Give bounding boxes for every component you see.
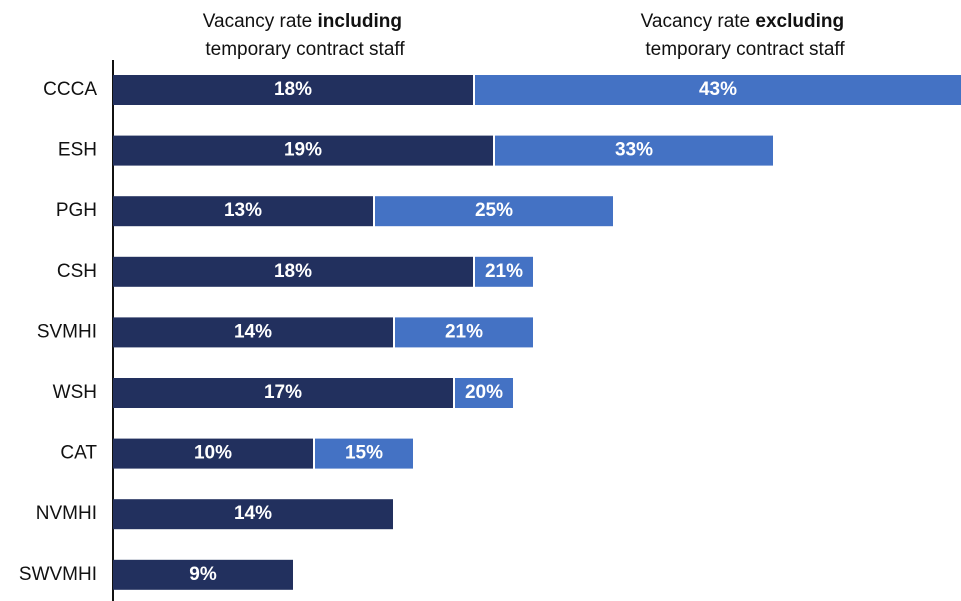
bar <box>395 317 533 348</box>
data-label: 33% <box>615 140 653 161</box>
data-label: 21% <box>445 321 483 342</box>
y-tick-label: WSH <box>53 382 97 403</box>
legend-label: Vacancy rate excluding temporary contrac… <box>641 11 850 60</box>
bar <box>375 196 613 227</box>
y-tick-label: CAT <box>60 443 97 464</box>
bar <box>315 438 413 469</box>
y-tick-label: NVMHI <box>36 503 97 524</box>
bar <box>113 559 293 590</box>
bar <box>113 317 393 348</box>
data-label: 21% <box>485 261 523 282</box>
data-label: 25% <box>475 200 513 221</box>
data-label: 20% <box>465 382 503 403</box>
data-label: 9% <box>189 564 217 585</box>
legend-label: Vacancy rate including temporary contrac… <box>203 11 407 60</box>
data-label: 15% <box>345 443 383 464</box>
y-tick-label: SVMHI <box>37 321 97 342</box>
data-label: 19% <box>284 140 322 161</box>
data-label: 43% <box>699 79 737 100</box>
y-tick-label: CSH <box>57 261 97 282</box>
y-tick-label: SWVMHI <box>19 564 97 585</box>
data-label: 18% <box>274 79 312 100</box>
bar <box>113 135 493 166</box>
data-label: 14% <box>234 321 272 342</box>
bar <box>113 438 313 469</box>
y-tick-label: CCCA <box>43 79 97 100</box>
data-label: 17% <box>264 382 302 403</box>
data-label: 13% <box>224 200 262 221</box>
bar <box>455 378 513 408</box>
data-label: 14% <box>234 503 272 524</box>
data-label: 18% <box>274 261 312 282</box>
bar <box>113 196 373 227</box>
bar <box>475 256 533 287</box>
bar <box>113 75 473 105</box>
y-tick-label: PGH <box>56 200 97 221</box>
bar <box>113 499 393 530</box>
y-tick-label: ESH <box>58 140 97 161</box>
bar <box>475 75 961 105</box>
bar <box>113 378 453 408</box>
bar <box>113 256 473 287</box>
data-label: 10% <box>194 443 232 464</box>
bar <box>495 135 773 166</box>
